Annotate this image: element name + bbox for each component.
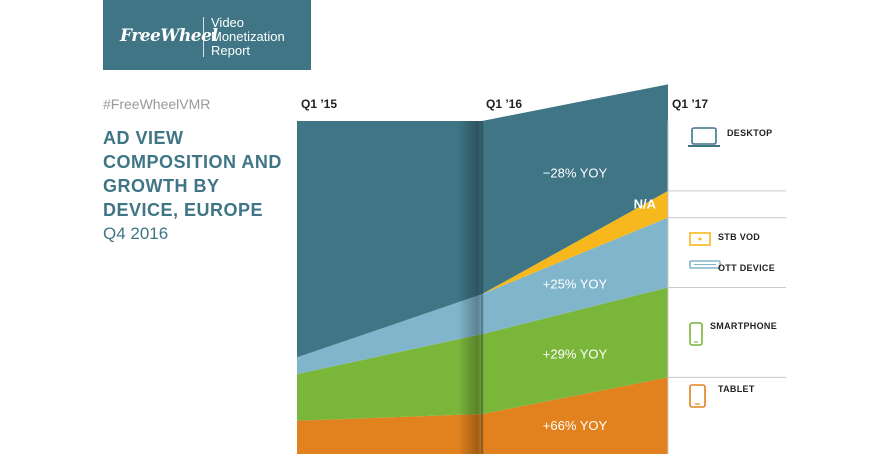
yoy-label-stb-vod: N/A [634,196,657,211]
yoy-label-desktop: −28% YOY [543,166,608,181]
logo-banner: FreeWheel Video Monetization Report [103,0,311,70]
smartphone-icon [689,322,703,346]
legend-label-stb-vod: STB VOD [718,232,760,242]
legend-item-stb-vod: STB VOD [689,232,760,246]
legend-item-tablet: TABLET [689,384,755,408]
x-tick-q1-16: Q1 ’16 [486,97,522,111]
legend: DESKTOP STB VOD OTT DEVICE SMARTPHONE TABLET [667,121,786,454]
legend-item-desktop: DESKTOP [688,127,772,147]
x-axis-ticks: Q1 ’15 Q1 ’16 Q1 ’17 [301,97,708,111]
report-name-line2: Monetization [211,29,285,44]
yoy-label-smartphone: +29% YOY [543,346,608,361]
x-tick-q1-15: Q1 ’15 [301,97,337,111]
tablet-icon [689,384,706,408]
stb-vod-icon [689,232,711,246]
x-tick-q1-17: Q1 ’17 [672,97,708,111]
report-name-line3: Report [211,43,251,58]
yoy-labels: +66% YOY +29% YOY +25% YOY N/A −28% YOY [543,166,657,433]
legend-item-smartphone: SMARTPHONE [689,321,777,346]
yoy-label-tablet: +66% YOY [543,418,608,433]
chart-subtitle: Q4 2016 [103,224,169,243]
ott-device-icon [689,260,721,269]
legend-item-ott-device: OTT DEVICE [689,260,775,273]
yoy-label-ott-device: +25% YOY [543,276,608,291]
legend-label-ott-device: OTT DEVICE [718,263,775,273]
freewheel-logo: FreeWheel [120,26,218,46]
legend-label-desktop: DESKTOP [727,128,772,138]
legend-label-tablet: TABLET [718,384,755,394]
hashtag: #FreeWheelVMR [103,96,211,112]
desktop-icon [688,127,720,147]
legend-label-smartphone: SMARTPHONE [710,321,777,331]
report-name: Video Monetization Report [211,16,285,58]
fold-shadow [458,121,484,454]
logo-divider [203,17,204,57]
report-name-line1: Video [211,15,245,30]
chart-title: AD VIEW COMPOSITION AND GROWTH BY DEVICE… [103,128,282,220]
